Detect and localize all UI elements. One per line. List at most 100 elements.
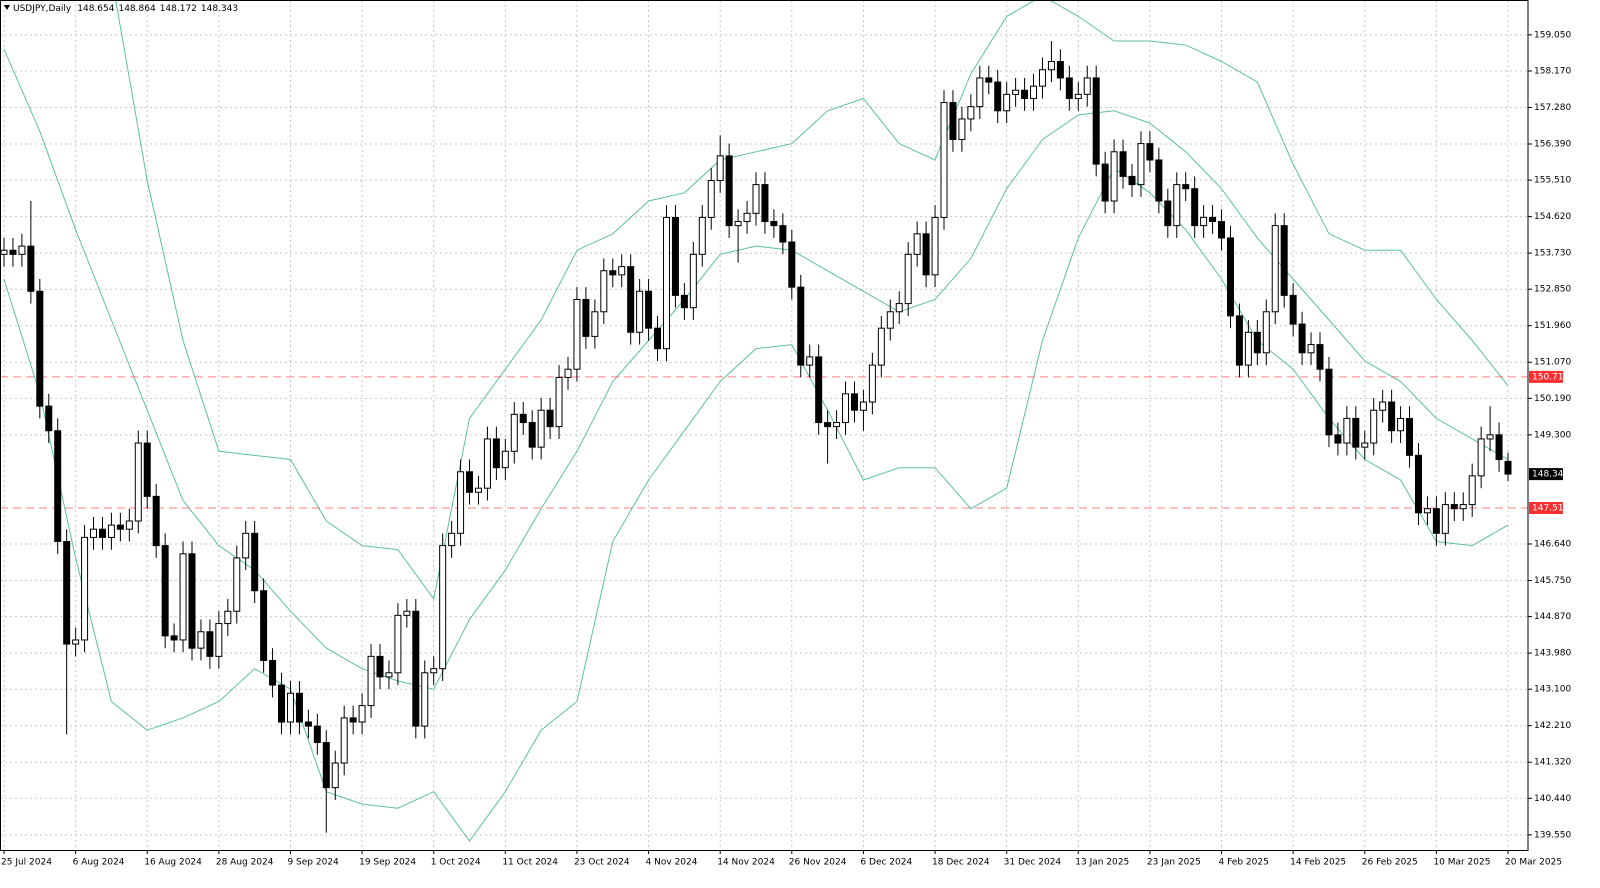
candle-body-up [233,557,241,612]
candle-body-up [107,524,115,538]
level-label: 150.713 [1532,372,1569,382]
candle-body-up [197,631,205,649]
candle-body-up [18,245,26,255]
candle-body-down [188,553,196,649]
candle-body-up [636,290,644,333]
candle-body-down [1092,77,1100,165]
candle-body-down [98,528,106,538]
candle-body-down [815,356,823,424]
candle-body-up [1074,93,1082,99]
candle-body-down [492,438,500,469]
candle-body-up [743,212,751,223]
y-tick-label: 140.440 [1534,794,1571,804]
candle-body-down [1021,89,1029,99]
chart-title: USDJPY,Daily [13,4,72,14]
candle-body-up [125,520,133,530]
candle-body-down [528,422,536,448]
candle-body-up [430,668,438,674]
candle-body-up [591,311,599,337]
candle-body-up [1137,143,1145,186]
candle-body-up [1110,151,1118,202]
candle-body-up [1038,69,1046,87]
candle-body-down [788,241,796,288]
candle-body-down [725,155,733,227]
x-tick-label: 14 Feb 2025 [1290,858,1346,868]
candle-body-up [752,184,760,214]
y-tick-label: 151.070 [1534,358,1571,368]
candle-body-down [1226,237,1234,317]
candle-body-down [63,541,71,645]
x-tick-label: 16 Aug 2024 [144,858,202,868]
candle-body-up [1379,401,1387,411]
candle-body-down [609,270,617,276]
candle-body-up [707,180,715,218]
candle-body-up [1012,89,1020,95]
candle-body-down [1182,184,1190,190]
y-tick-label: 153.730 [1534,249,1571,259]
candle-body-up [734,221,742,227]
x-tick-label: 23 Jan 2025 [1147,858,1201,868]
x-tick-label: 1 Oct 2024 [431,858,481,868]
y-tick-label: 157.280 [1534,103,1571,113]
candle-body-down [1334,434,1342,444]
candle-body-up [1083,77,1091,95]
candle-body-up [868,364,876,403]
candle-body-down [1155,159,1163,202]
candle-body-up [1370,409,1378,444]
candle-body-up [967,106,975,120]
candle-body-down [1146,143,1154,161]
candle-body-up [689,253,697,309]
candle-body-down [1450,504,1458,510]
candle-body-down [1128,175,1136,186]
candle-body-down [1414,454,1422,514]
level-label-bg [1529,370,1563,383]
candle-body-down [1280,225,1288,296]
candle-body-up [958,118,966,140]
x-tick-label: 10 Mar 2025 [1433,858,1490,868]
band-upper [115,0,1509,601]
candle-body-down [1289,294,1297,325]
candle-body-up [1262,311,1270,354]
candle-body-up [1307,344,1315,354]
candle-body-down [54,430,62,543]
x-tick-label: 11 Oct 2024 [502,858,558,868]
candle-body-down [278,684,286,723]
candle-body-up [904,253,912,305]
y-tick-label: 159.050 [1534,30,1571,40]
candle-body-down [9,249,17,255]
x-tick-label: 19 Sep 2024 [359,858,416,868]
candle-body-up [224,610,232,625]
candle-body-up [877,327,885,366]
candle-body-down [1406,417,1414,456]
y-tick-label: 142.210 [1534,721,1571,731]
candle-body-up [859,401,867,411]
candle-body-down [1218,221,1226,239]
candle-body-down [27,245,35,292]
candle-body-up [1030,85,1038,99]
candle-body-down [143,442,151,497]
candle-body-up [286,692,294,723]
candle-body-down [994,81,1002,112]
y-tick-label: 144.870 [1534,612,1571,622]
candle-body-up [1200,216,1208,227]
y-tick-label: 139.550 [1534,830,1571,840]
candle-body-down [1209,216,1217,223]
candle-body-down [1352,417,1360,448]
candle-body-down [1388,401,1396,432]
y-tick-label: 143.980 [1534,649,1571,659]
candle-body-up [1397,417,1405,432]
candle-body-up [662,216,670,350]
candle-body-down [1235,315,1243,366]
candle-body-down [654,327,662,350]
y-tick-label: 154.620 [1534,212,1571,222]
candle-body-up [394,614,402,674]
x-tick-label: 25 Jul 2024 [1,858,52,868]
candle-body-down [824,422,832,428]
candle-body-up [331,762,339,789]
candle-body-down [680,294,688,309]
header-open: 148.654 [77,4,114,14]
x-tick-label: 23 Oct 2024 [574,858,630,868]
x-tick-label: 4 Nov 2024 [646,858,698,868]
candle-body-up [90,528,98,538]
